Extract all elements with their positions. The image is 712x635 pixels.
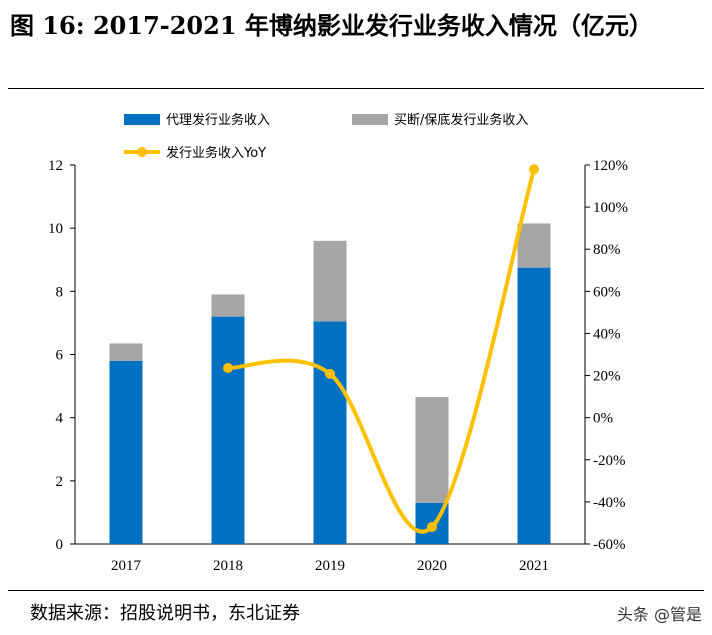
y-tick-label: 0 (56, 537, 64, 553)
x-tick-label: 2019 (315, 558, 345, 574)
bar-agency-2021 (517, 267, 551, 544)
x-tick-label: 2021 (519, 558, 549, 574)
source-note: 数据来源：招股说明书，东北证券 (30, 603, 300, 624)
y2-tick-label: -20% (593, 453, 626, 469)
legend-label-buyout: 买断/保底发行业务收入 (394, 112, 528, 128)
yoy-point (325, 368, 335, 379)
legend-label-agency: 代理发行业务收入 (166, 112, 270, 128)
y2-tick-label: 0% (593, 411, 613, 427)
y-tick-label: 12 (48, 158, 63, 174)
y-tick-label: 10 (48, 221, 63, 237)
bar-agency-2018 (211, 316, 245, 544)
legend-marker-yoy (137, 147, 147, 157)
legend-label-yoy: 发行业务收入YoY (166, 145, 266, 161)
bar-buyout-2019 (313, 240, 347, 322)
y2-tick-label: 40% (593, 326, 621, 342)
bar-buyout-2017 (109, 343, 143, 361)
bar-buyout-2021 (517, 223, 551, 268)
source-divider (8, 590, 704, 591)
y2-tick-label: 80% (593, 242, 621, 258)
yoy-point (427, 521, 437, 532)
y-tick-label: 8 (56, 284, 64, 300)
bar-agency-2017 (109, 360, 143, 544)
legend-swatch-buyout (352, 114, 388, 125)
y-tick-label: 6 (56, 348, 64, 364)
x-tick-label: 2018 (213, 558, 243, 574)
yoy-point (529, 164, 539, 175)
y2-tick-label: -40% (593, 495, 626, 511)
y2-tick-label: 60% (593, 284, 621, 300)
y2-tick-label: -60% (593, 537, 626, 553)
yoy-point (223, 362, 233, 373)
y2-tick-label: 100% (593, 200, 628, 216)
bar-agency-2019 (313, 321, 347, 544)
y2-tick-label: 120% (593, 158, 628, 174)
legend-swatch-agency (124, 114, 160, 125)
x-tick-label: 2017 (111, 558, 142, 574)
title-divider (8, 88, 704, 89)
chart-title: 图 16: 2017-2021 年博纳影业发行业务收入情况（亿元） (10, 11, 653, 40)
bar-buyout-2018 (211, 294, 245, 317)
y-tick-label: 2 (56, 474, 64, 490)
yoy-line (227, 168, 536, 534)
x-tick-label: 2020 (417, 558, 447, 574)
y2-tick-label: 20% (593, 369, 621, 385)
y-tick-label: 4 (56, 411, 64, 427)
watermark: 头条 @管是 (616, 605, 702, 624)
bar-buyout-2020 (415, 397, 449, 503)
